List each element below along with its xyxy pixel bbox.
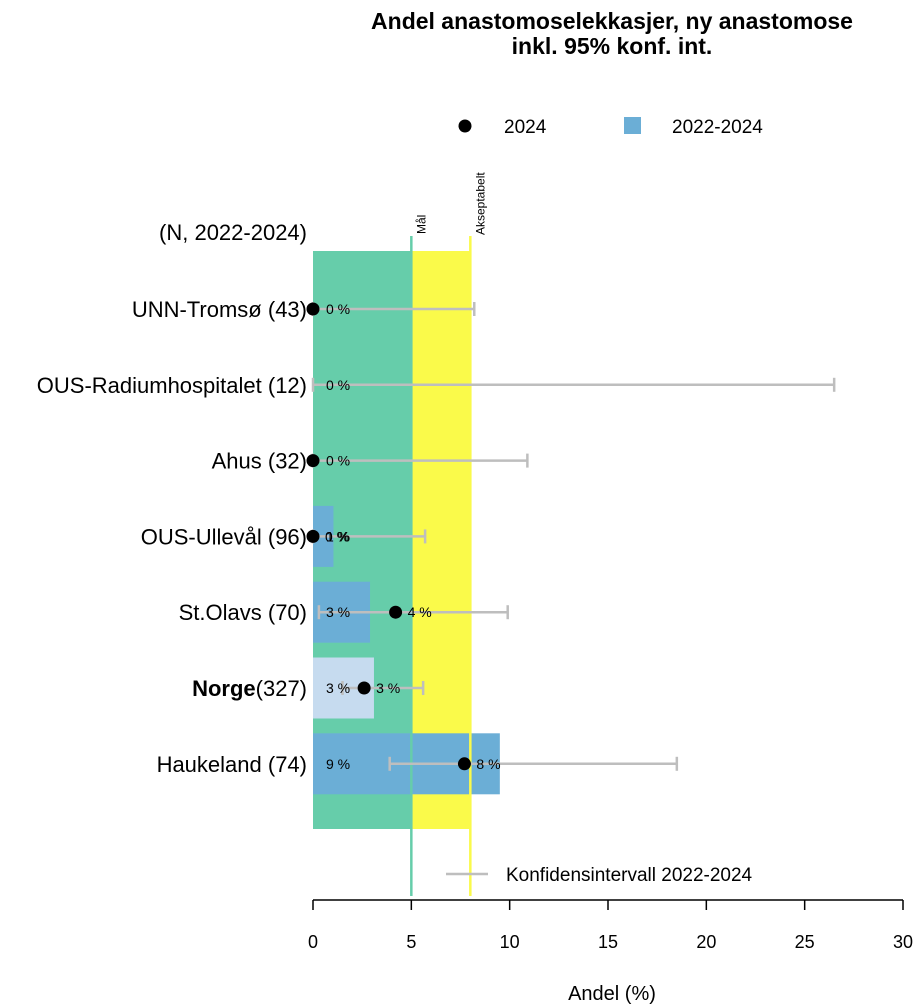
- x-tick-label-4: 20: [696, 932, 716, 952]
- x-tick-label-1: 5: [406, 932, 416, 952]
- legend-bar-label: 2022-2024: [672, 117, 763, 138]
- bar-value-label-6: 9 %: [326, 756, 350, 772]
- x-tick-label-5: 25: [795, 932, 815, 952]
- category-n: (96): [268, 524, 307, 549]
- chart-title-line2: inkl. 95% konf. int.: [512, 33, 713, 59]
- legend-bar-marker: [624, 117, 641, 134]
- category-label-4: St.Olavs (70): [179, 600, 307, 625]
- point-6: [457, 757, 471, 771]
- category-n: (12): [268, 373, 307, 398]
- point-value-label-3: 0 %: [325, 528, 349, 544]
- category-label-0: UNN-Tromsø (43): [132, 297, 307, 322]
- category-label-6: Haukeland (74): [157, 752, 307, 777]
- bar-value-label-1: 0 %: [326, 377, 350, 393]
- point-value-label-5: 3 %: [376, 680, 400, 696]
- category-label-5: Norge(327): [192, 676, 307, 701]
- category-n: (74): [268, 752, 307, 777]
- n-label: (N, 2022-2024): [159, 220, 307, 245]
- bar-value-label-3: 1 %: [326, 528, 350, 544]
- target-label-1: Akseptabelt: [473, 172, 487, 235]
- category-name: Ahus: [212, 449, 268, 474]
- legend-point-marker: [458, 119, 472, 133]
- legend-ci-label: Konfidensintervall 2022-2024: [506, 865, 753, 886]
- category-n: (327): [256, 676, 307, 701]
- x-tick-label-3: 15: [598, 932, 618, 952]
- category-name: Haukeland: [157, 752, 268, 777]
- acceptable-zone: [411, 251, 471, 829]
- category-name: St.Olavs: [179, 600, 268, 625]
- bar-value-label-2: 0 %: [326, 453, 350, 469]
- chart-title-line1: Andel anastomoselekkasjer, ny anastomose: [371, 8, 853, 34]
- category-n: (43): [268, 297, 307, 322]
- point-value-label-4: 4 %: [408, 604, 432, 620]
- x-axis-label: Andel (%): [568, 983, 656, 1004]
- legend-point-label: 2024: [504, 117, 547, 138]
- category-n: (70): [268, 600, 307, 625]
- bar-value-label-5: 3 %: [326, 680, 350, 696]
- category-name: OUS-Radiumhospitalet: [37, 373, 268, 398]
- x-tick-label-6: 30: [893, 932, 913, 952]
- x-tick-label-0: 0: [308, 932, 318, 952]
- category-label-1: OUS-Radiumhospitalet (12): [37, 373, 307, 398]
- point-value-label-6: 8 %: [476, 756, 500, 772]
- point-2: [306, 454, 320, 468]
- point-5: [357, 681, 371, 695]
- category-n: (32): [268, 449, 307, 474]
- point-0: [306, 302, 320, 316]
- target-label-0: Mål: [414, 215, 428, 234]
- bar-value-label-4: 3 %: [326, 604, 350, 620]
- point-4: [389, 605, 403, 619]
- category-name: Norge: [192, 676, 256, 701]
- category-name: OUS-Ullevål: [141, 524, 268, 549]
- bar-value-label-0: 0 %: [326, 301, 350, 317]
- category-label-3: OUS-Ullevål (96): [141, 524, 307, 549]
- point-3: [306, 529, 320, 543]
- category-label-2: Ahus (32): [212, 449, 307, 474]
- category-name: UNN-Tromsø: [132, 297, 268, 322]
- x-tick-label-2: 10: [500, 932, 520, 952]
